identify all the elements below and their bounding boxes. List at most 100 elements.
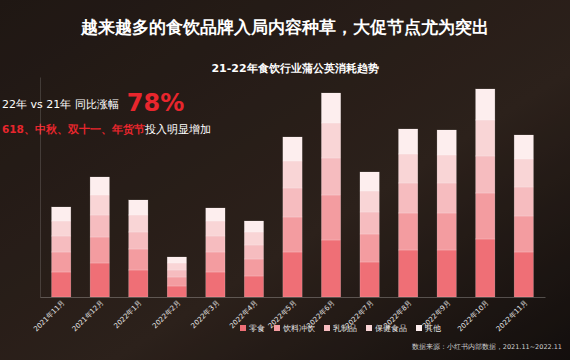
bar-segment — [52, 272, 71, 297]
bars — [52, 89, 534, 297]
bar-segment — [437, 130, 456, 155]
bar-segment — [52, 252, 71, 272]
bar-segment — [283, 137, 302, 161]
bar-segment — [321, 93, 340, 123]
bar-segment — [129, 270, 148, 297]
annotation-highlight: 618、中秋、双十一、年货节 — [2, 123, 145, 136]
series — [52, 120, 534, 270]
bar-segment — [283, 161, 302, 188]
legend-item: 乳制品 — [324, 324, 357, 333]
bar-segment — [476, 156, 495, 193]
bar-segment — [244, 245, 263, 259]
x-axis: 2021年11月2021年12月 2022年1月2022年2月 2022年3月 202… — [32, 297, 545, 333]
bar-segment — [52, 207, 71, 221]
bar-segment — [514, 135, 533, 159]
bar-segment — [399, 250, 418, 297]
x-tick: 2022年3月 — [190, 297, 221, 330]
annotation: 618、中秋、双十一、年货节投入明显增加 — [2, 123, 211, 136]
series — [52, 156, 534, 277]
bar-segment — [244, 259, 263, 276]
bar-segment — [360, 191, 379, 212]
bar-segment — [167, 263, 186, 270]
bar-segment — [514, 252, 533, 297]
legend-label: 保健食品 — [375, 324, 407, 333]
bar-segment — [244, 232, 263, 245]
subtitle: 21-22年食饮行业蒲公英消耗趋势 — [211, 62, 378, 75]
bar-segment — [360, 234, 379, 262]
bar-segment — [514, 159, 533, 187]
bar-segment — [437, 183, 456, 213]
legend-label: 饮料冲饮 — [282, 324, 315, 333]
bar-segment — [90, 177, 109, 195]
bar-segment — [283, 252, 302, 297]
legend-label: 零食 — [249, 324, 265, 333]
legend-item: 饮料冲饮 — [274, 324, 315, 333]
annotation-text: 投入明显增加 — [144, 123, 211, 135]
bar-segment — [129, 249, 148, 270]
bar-segment — [399, 129, 418, 154]
x-tick-label: 2022年1月 — [113, 299, 144, 330]
legend-item: 其他 — [416, 324, 441, 333]
legend-swatch — [240, 325, 246, 331]
chart: 越来越多的食饮品牌入局内容种草，大促节点尤为突出 21-22年食饮行业蒲公英消耗趋… — [0, 0, 570, 360]
x-tick-label: 2022年3月 — [190, 299, 221, 330]
bar-segment — [244, 221, 263, 232]
bar-segment — [360, 212, 379, 234]
x-tick: 2022年1月 — [113, 297, 144, 330]
x-tick-label: 2021年12月 — [71, 299, 105, 333]
bar-segment — [90, 195, 109, 215]
bar-segment — [360, 262, 379, 297]
legend-item: 零食 — [240, 324, 265, 333]
bar-segment — [321, 123, 340, 158]
x-tick-label: 2022年2月 — [151, 299, 182, 330]
bar-segment — [399, 154, 418, 183]
bar-segment — [437, 155, 456, 183]
bar-segment — [437, 213, 456, 250]
bar-segment — [476, 193, 495, 239]
bar-segment — [206, 236, 225, 252]
annotation: 22年 vs 21年 同比涨幅 — [2, 98, 119, 111]
bar-segment — [321, 240, 340, 297]
bar-segment — [399, 183, 418, 213]
y-axis-line — [40, 78, 41, 298]
bar-segment — [514, 216, 533, 252]
bar-segment — [129, 232, 148, 249]
bar-segment — [90, 237, 109, 263]
x-tick: 2022年10月 — [456, 297, 490, 333]
bar-segment — [206, 272, 225, 297]
bar-segment — [437, 250, 456, 297]
bar-segment — [167, 286, 186, 297]
legend-swatch — [366, 325, 372, 331]
bar-segment — [283, 217, 302, 252]
y-axis — [40, 78, 41, 298]
bar-segment — [360, 172, 379, 191]
legend: 零食 饮料冲饮 乳制品 保健食品 其他 — [240, 324, 441, 333]
bar-segment — [283, 188, 302, 217]
bar-segment — [167, 270, 186, 277]
bar-segment — [476, 89, 495, 120]
title: 越来越多的食饮品牌入局内容种草，大促节点尤为突出 — [80, 17, 489, 37]
legend-swatch — [416, 325, 422, 331]
bar-segment — [167, 277, 186, 286]
x-tick: 2021年11月 — [32, 297, 66, 333]
bar-segment — [206, 252, 225, 272]
bar-segment — [476, 239, 495, 297]
bar-segment — [514, 187, 533, 216]
bar-segment — [321, 195, 340, 240]
bar-segment — [90, 215, 109, 237]
bar-segment — [399, 213, 418, 250]
growth-value: 78% — [127, 89, 184, 117]
legend-label: 乳制品 — [333, 324, 357, 333]
source: 数据来源：小红书内部数据，2021.11~2022.11 — [412, 343, 562, 351]
x-tick-label: 2022年11月 — [495, 299, 529, 333]
bar-segment — [52, 236, 71, 252]
x-tick: 2022年2月 — [151, 297, 182, 330]
x-tick-label: 2021年11月 — [32, 299, 66, 333]
background-overlay — [0, 0, 570, 360]
x-tick: 2022年11月 — [495, 297, 529, 333]
bar-segment — [206, 221, 225, 236]
series — [52, 89, 534, 263]
background — [0, 0, 570, 360]
legend-label: 其他 — [425, 324, 441, 333]
legend-swatch — [324, 325, 330, 331]
